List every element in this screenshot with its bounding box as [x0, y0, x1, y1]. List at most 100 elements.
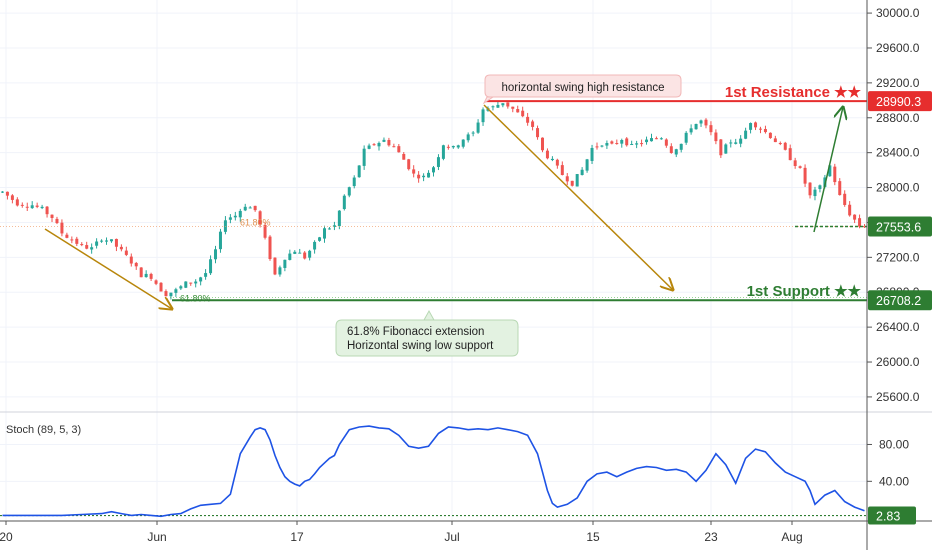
stochastic-panel: Stoch (89, 5, 3) — [0, 424, 867, 518]
candle-body — [45, 206, 49, 215]
candle-body — [20, 204, 24, 206]
candle-body — [555, 159, 559, 166]
candle-body — [5, 191, 9, 196]
candle-body — [689, 128, 693, 133]
candle-body — [293, 251, 297, 254]
candle-body — [75, 238, 79, 244]
candle-body — [694, 123, 698, 130]
candle-body — [184, 281, 188, 288]
candle-body — [575, 174, 579, 187]
candle-body — [640, 143, 644, 145]
candle-body — [649, 138, 653, 142]
candle-body — [451, 145, 455, 148]
candle-body — [630, 144, 634, 146]
candle-body — [214, 249, 218, 260]
candle-body — [476, 122, 480, 133]
candle-body — [788, 148, 792, 161]
resistance-label: 1st Resistance ★★ — [725, 84, 862, 101]
candle-body — [298, 252, 302, 254]
candle-body — [501, 103, 505, 106]
stoch-y-tick-label: 80.00 — [879, 437, 909, 451]
candle-body — [813, 189, 817, 197]
candle-body — [238, 210, 242, 218]
candle-body — [367, 145, 371, 149]
candle-body — [422, 175, 426, 178]
candle-body — [565, 176, 569, 182]
candle-body — [540, 137, 544, 151]
candle-body — [664, 139, 668, 146]
candle-body — [337, 210, 341, 227]
candle-body — [471, 132, 475, 134]
candle-body — [605, 143, 609, 146]
candle-body — [55, 218, 59, 224]
candle-body — [313, 241, 317, 250]
candle-body — [620, 140, 624, 144]
x-tick-label: 17 — [290, 530, 304, 544]
candle-body — [144, 273, 148, 278]
candle-body — [228, 217, 232, 220]
candle-body — [149, 273, 153, 279]
candle-body — [803, 167, 807, 184]
stoch-title: Stoch (89, 5, 3) — [6, 424, 81, 436]
candle-body — [174, 289, 178, 293]
candle-body — [248, 207, 252, 209]
x-tick-label: 15 — [586, 530, 600, 544]
candle-body — [218, 231, 222, 250]
candle-body — [194, 281, 198, 284]
candle-body — [164, 291, 168, 297]
candle-body — [531, 121, 535, 127]
candle-body — [659, 138, 663, 140]
candle-body — [585, 159, 589, 171]
resistance-price-tag: 28990.3 — [876, 95, 921, 109]
candle-body — [635, 143, 639, 145]
candle-body — [491, 106, 495, 108]
candle-body — [595, 146, 599, 148]
candle-body — [412, 169, 416, 174]
candle-body — [129, 256, 133, 264]
candle-body — [119, 246, 123, 250]
candle-body — [199, 277, 203, 282]
y-tick-label: 28400.0 — [876, 146, 920, 160]
x-tick-label: 23 — [704, 530, 718, 544]
support-callout-box — [335, 309, 519, 357]
candle-body — [303, 252, 307, 259]
candle-body — [288, 253, 292, 260]
candle-body — [570, 180, 574, 186]
candle-body — [233, 215, 237, 218]
candle-body — [65, 234, 69, 238]
candle-body — [758, 128, 762, 130]
candle-body — [392, 146, 396, 148]
candle-body — [679, 143, 683, 150]
candle-body — [25, 206, 29, 208]
candle-body — [30, 205, 34, 209]
candle-body — [754, 122, 758, 128]
candle-body — [308, 250, 312, 258]
candle-body — [179, 286, 183, 289]
y-tick-label: 27200.0 — [876, 250, 920, 264]
candle-body — [70, 239, 74, 241]
candle-body — [85, 245, 89, 249]
candle-body — [397, 146, 401, 153]
candle-body — [273, 257, 277, 275]
y-tick-label: 28800.0 — [876, 111, 920, 125]
candle-body — [496, 104, 500, 108]
candle-body — [550, 158, 554, 161]
candle-body — [798, 166, 802, 168]
candle-body — [432, 167, 435, 173]
stoch-line — [2, 425, 865, 518]
candle-body — [858, 218, 862, 227]
candle-body — [560, 165, 564, 176]
candle-body — [209, 259, 213, 274]
candle-body — [362, 148, 366, 166]
candle-body — [818, 185, 822, 190]
candle-body — [768, 132, 772, 139]
candle-body — [109, 239, 113, 242]
candle-body — [258, 211, 262, 225]
candle-body — [90, 247, 94, 250]
candle-body — [729, 142, 733, 144]
candle-body — [35, 205, 39, 207]
x-tick-label: Jun — [147, 530, 166, 544]
candle-body — [545, 150, 549, 159]
